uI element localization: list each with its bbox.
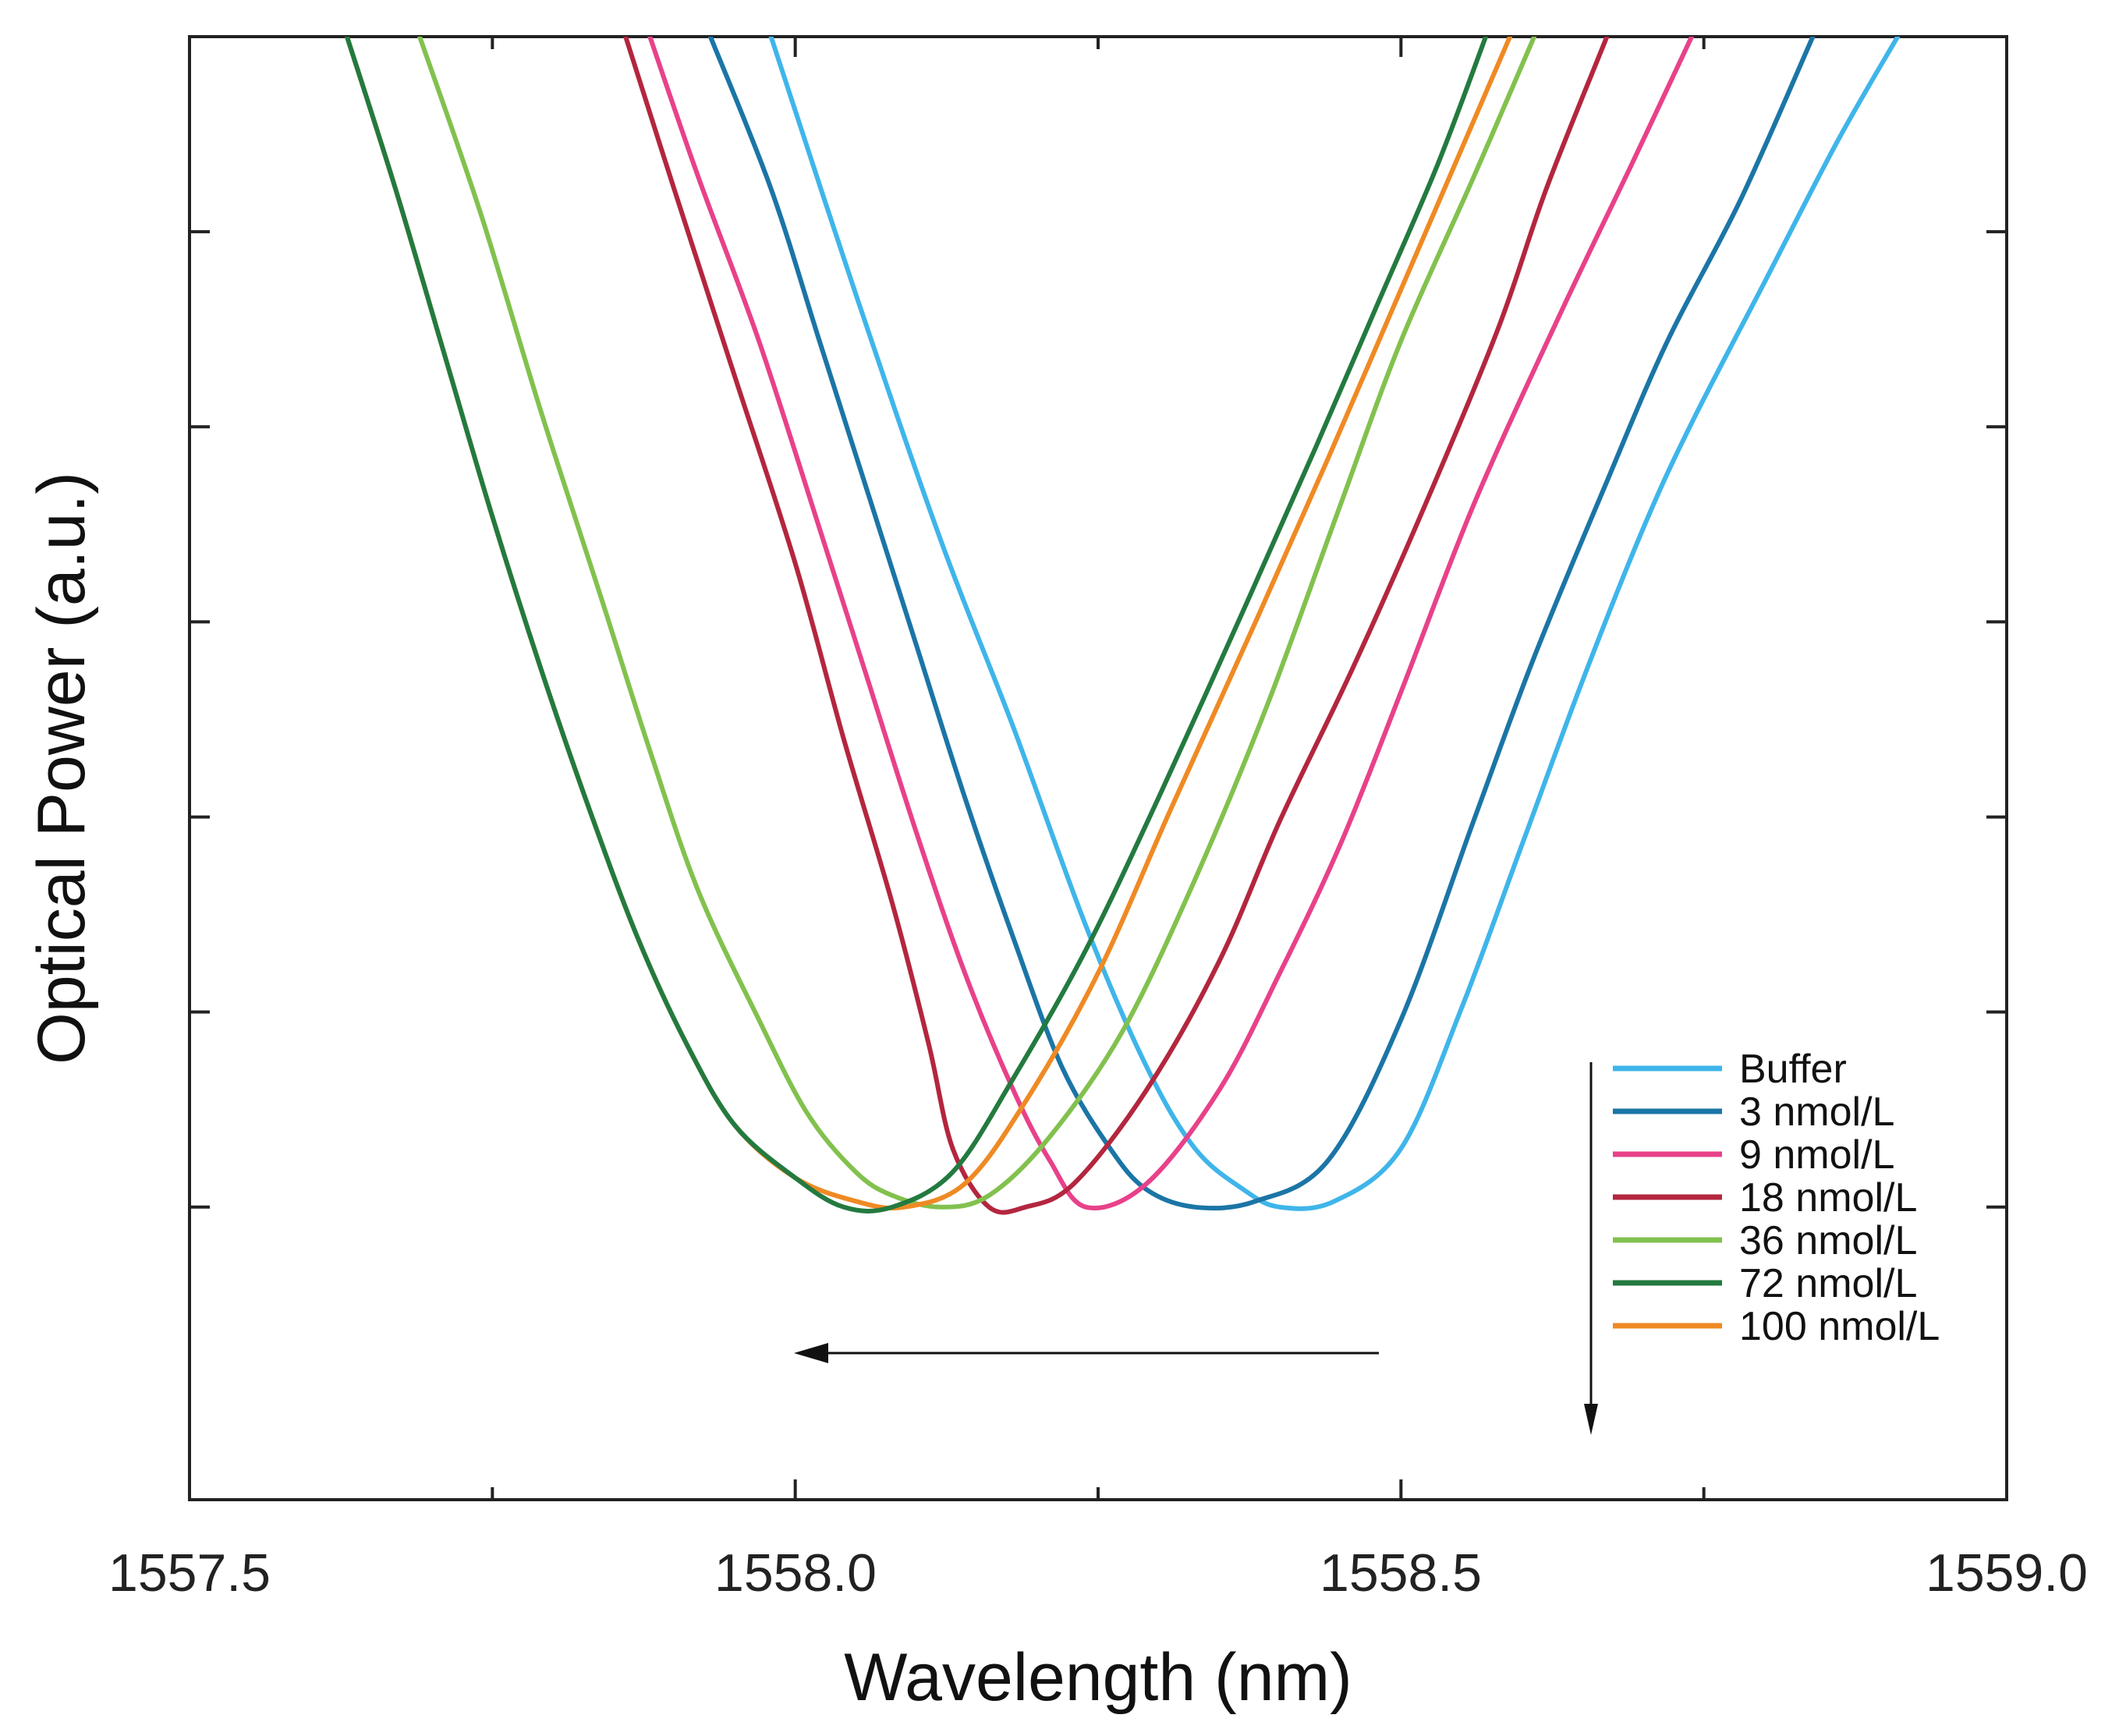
legend-label: 36 nmol/L	[1739, 1218, 1917, 1263]
legend-label: 72 nmol/L	[1739, 1261, 1917, 1306]
x-axis-title: Wavelength (nm)	[844, 1640, 1352, 1715]
legend-label: 18 nmol/L	[1739, 1175, 1917, 1221]
legend-label: 9 nmol/L	[1739, 1132, 1894, 1178]
x-tick-label-1558-5: 1558.5	[1320, 1543, 1482, 1603]
x-tick-label-1558-0: 1558.0	[714, 1543, 877, 1603]
y-axis-title: Optical Power (a.u.)	[24, 472, 99, 1065]
series-line-36-nmol	[417, 37, 1537, 1210]
series-line-72-nmol	[344, 37, 1489, 1213]
legend-label: 3 nmol/L	[1739, 1089, 1894, 1135]
series-group	[344, 37, 1901, 1215]
axis-ticks	[188, 37, 2008, 1500]
plot-frame	[188, 35, 2008, 1501]
series-line-18-nmol	[623, 37, 1610, 1215]
series-line-9-nmol	[647, 37, 1695, 1210]
legend-label: Buffer	[1739, 1047, 1847, 1092]
order-arrow	[1584, 1062, 1598, 1435]
series-line-buffer	[768, 37, 1901, 1211]
x-tick-label-1559-0: 1559.0	[1926, 1543, 2088, 1603]
x-tick-labels: 1557.5 1558.0 1558.5 1559.0	[108, 1543, 2088, 1603]
shift-arrow	[794, 1343, 1379, 1363]
x-tick-label-1557-5: 1557.5	[108, 1543, 271, 1603]
legend-label: 100 nmol/L	[1739, 1304, 1940, 1349]
series-line-3-nmol	[707, 37, 1816, 1211]
